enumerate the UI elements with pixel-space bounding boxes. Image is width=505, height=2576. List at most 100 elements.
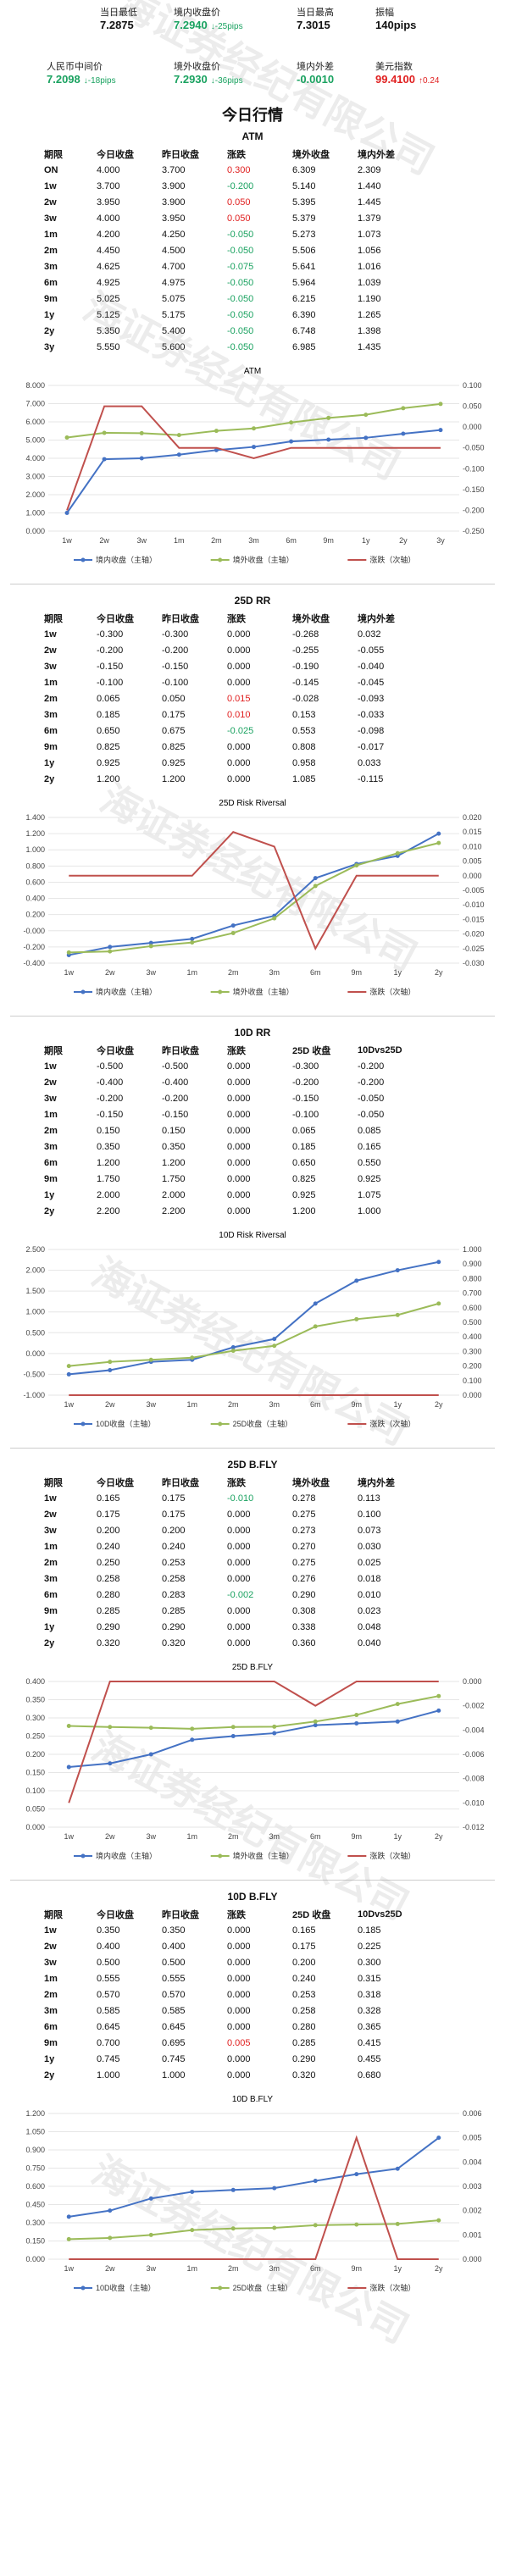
legend-label: 境内收盘（主轴） [96, 987, 157, 996]
y-tick-label: 0.000 [25, 1349, 45, 1358]
y2-tick-label: 0.500 [463, 1318, 482, 1327]
value-cell: 0.258 [97, 1573, 120, 1584]
value-cell: 0.925 [97, 757, 120, 768]
table-row: 1m -0.100 -0.100 0.000 -0.145 -0.045 [44, 674, 423, 690]
tenor-cell: 9m [44, 1173, 58, 1184]
legend-label: 涨跌（次轴） [369, 555, 415, 564]
legend-marker [218, 1421, 223, 1426]
tenor-cell: 1y [44, 309, 55, 320]
x-tick-label: 1y [393, 1400, 402, 1409]
column-header: 今日收盘 [97, 1045, 134, 1056]
table-row: 6m 0.280 0.283 -0.002 0.290 0.010 [44, 1587, 423, 1603]
y2-tick-label: -0.050 [463, 444, 485, 452]
y-tick-label: 1.400 [25, 813, 45, 822]
column-header: 涨跌 [227, 1909, 246, 1920]
y2-tick-label: 0.005 [463, 857, 482, 866]
value-cell: 2.200 [97, 1205, 120, 1216]
value-cell: 0.032 [358, 629, 381, 640]
value-cell: 0.050 [227, 213, 251, 224]
table-row: 3m 0.585 0.585 0.000 0.258 0.328 [44, 2003, 423, 2019]
table-row: 1m -0.150 -0.150 0.000 -0.100 -0.050 [44, 1106, 423, 1122]
value-cell: -0.200 [227, 180, 254, 191]
data-point [436, 1301, 441, 1306]
value-cell: -0.093 [358, 693, 385, 704]
table-row: 3w 0.500 0.500 0.000 0.200 0.300 [44, 1954, 423, 1970]
data-point [354, 1713, 359, 1718]
data-point [363, 435, 369, 440]
data-point [436, 840, 441, 845]
value-cell: 1.200 [97, 1157, 120, 1168]
data-point [252, 426, 256, 431]
y2-tick-label: -0.015 [463, 915, 485, 923]
data-point [313, 2179, 318, 2184]
value-cell: 6.215 [292, 293, 316, 304]
column-header: 25D 收盘 [292, 1045, 331, 1056]
tenor-cell: 1y [44, 1189, 55, 1200]
value-cell: 1.750 [162, 1173, 186, 1184]
data-point [436, 1693, 441, 1698]
series-line-0 [69, 2136, 440, 2218]
table-row: 1w 0.350 0.350 0.000 0.165 0.185 [44, 1922, 423, 1938]
value-cell: 1.085 [292, 773, 316, 784]
bf10-table-title: 10D B.FLY [227, 1891, 278, 1903]
value-cell: 0.290 [162, 1621, 186, 1632]
data-point [313, 2223, 318, 2228]
tenor-cell: 1y [44, 2053, 55, 2064]
tenor-cell: 6m [44, 725, 58, 736]
table-row: 3m 0.185 0.175 0.010 0.153 -0.033 [44, 706, 423, 723]
y2-tick-label: 0.010 [463, 842, 482, 850]
data-point [326, 415, 331, 420]
value-cell: 0.000 [227, 1973, 251, 1984]
data-point [313, 1301, 318, 1306]
value-cell: 0.275 [292, 1509, 316, 1520]
table-row: 2y 0.320 0.320 0.000 0.360 0.040 [44, 1635, 423, 1651]
y-tick-label: 0.200 [25, 911, 45, 919]
value-cell: 0.000 [227, 1925, 251, 1936]
legend-label: 25D收盘（主轴） [233, 2283, 293, 2292]
table-row: 6m 0.645 0.645 0.000 0.280 0.365 [44, 2019, 423, 2035]
value-cell: 0.570 [97, 1989, 120, 2000]
x-tick-label: 3m [269, 2264, 280, 2273]
value-cell: 5.273 [292, 229, 316, 240]
data-point [354, 2222, 359, 2227]
value-cell: -0.200 [162, 1093, 189, 1104]
data-point [354, 1316, 359, 1321]
value-cell: -0.010 [227, 1493, 254, 1504]
legend-marker [218, 2285, 223, 2291]
table-row: 1y 5.125 5.175 -0.050 6.390 1.265 [44, 307, 423, 323]
value-cell: 0.000 [227, 1061, 251, 1072]
data-point [139, 430, 144, 435]
table-row: 9m 1.750 1.750 0.000 0.825 0.925 [44, 1171, 423, 1187]
value-cell: 0.185 [292, 1141, 316, 1152]
value-cell: 0.258 [162, 1573, 186, 1584]
data-point [148, 940, 153, 945]
value-cell: 6.390 [292, 309, 316, 320]
legend-label: 10D收盘（主轴） [96, 2283, 156, 2292]
value-cell: 0.165 [97, 1493, 120, 1504]
rr10-table-title: 10D RR [234, 1027, 271, 1039]
value-cell: 5.600 [162, 341, 186, 352]
value-cell: 0.253 [162, 1557, 186, 1568]
y-tick-label: 3.000 [25, 473, 45, 481]
value-cell: 0.925 [358, 1173, 381, 1184]
y2-tick-label: 0.300 [463, 1347, 482, 1355]
value-cell: -0.300 [292, 1061, 319, 1072]
legend-marker [218, 557, 223, 562]
data-point [176, 433, 181, 438]
tenor-cell: 6m [44, 2021, 58, 2032]
value-cell: 0.005 [227, 2037, 251, 2048]
x-tick-label: 6m [310, 968, 321, 977]
value-cell: 0.570 [162, 1989, 186, 2000]
value-cell: -0.033 [358, 709, 385, 720]
x-tick-label: 2m [228, 968, 239, 977]
value-cell: 0.085 [358, 1125, 381, 1136]
value-cell: 0.000 [227, 1541, 251, 1552]
chart-3: 25D B.FLY 0.000 0.050 0.100 0.150 0.200 0.250 0… [25, 1663, 484, 1860]
data-point [354, 2172, 359, 2177]
y2-tick-label: 0.200 [463, 1362, 482, 1371]
value-cell: 0.285 [162, 1605, 186, 1616]
tenor-cell: 1w [44, 1061, 57, 1072]
y-tick-label: 0.450 [25, 2201, 45, 2209]
value-cell: -0.100 [292, 1109, 319, 1120]
table-row: 2y 2.200 2.200 0.000 1.200 1.000 [44, 1203, 423, 1219]
